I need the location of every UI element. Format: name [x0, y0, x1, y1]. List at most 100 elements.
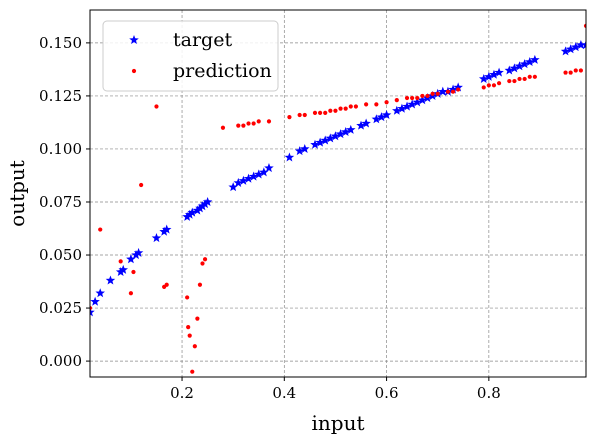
prediction-point: [318, 110, 323, 115]
prediction-point: [297, 112, 302, 118]
target-point: [161, 224, 172, 234]
target-point: [571, 42, 581, 52]
y-tick-label: 0.075: [39, 193, 82, 211]
y-tick-label: 0.125: [39, 87, 82, 105]
target-point: [200, 199, 210, 209]
prediction-point: [323, 110, 328, 115]
prediction-point: [333, 108, 338, 113]
y-tick-label: 0.150: [39, 34, 82, 52]
target-point: [448, 84, 458, 94]
prediction-point: [456, 87, 461, 92]
legend-box: [102, 20, 279, 92]
prediction-point: [139, 182, 144, 188]
target-point: [438, 86, 448, 96]
y-tick-label: 0.100: [39, 140, 82, 158]
prediction-point: [507, 78, 512, 84]
target-point: [330, 131, 341, 141]
legend-item-target: target: [129, 29, 232, 51]
target-point: [228, 182, 238, 192]
target-point: [412, 97, 423, 107]
target-point: [346, 124, 356, 134]
prediction-point: [404, 95, 410, 101]
prediction-point: [430, 91, 435, 96]
prediction-point: [256, 119, 261, 124]
prediction-point: [415, 95, 420, 101]
target-point: [509, 63, 520, 73]
target-point: [530, 54, 540, 64]
prediction-point: [197, 282, 203, 287]
target-point: [118, 264, 128, 274]
target-point: [105, 275, 116, 285]
prediction-point: [164, 282, 169, 287]
prediction-point: [450, 89, 456, 94]
target-point: [504, 65, 515, 75]
prediction-point: [364, 102, 369, 107]
target-point: [238, 175, 249, 185]
target-point: [340, 126, 351, 137]
target-point: [133, 247, 144, 257]
prediction-point: [348, 104, 353, 109]
target-point: [484, 71, 494, 81]
target-point: [519, 59, 530, 69]
target-point: [392, 105, 402, 115]
target-point: [115, 266, 126, 277]
target-point: [310, 139, 320, 149]
axis-ticks: 0.2 0.4 0.6 0.8 0.000 0.025 0.050 0.075 0.100 0.1…: [39, 34, 501, 402]
prediction-point: [445, 89, 451, 94]
prediction-point: [573, 68, 578, 73]
prediction-point: [90, 305, 93, 311]
prediction-point: [131, 269, 136, 275]
target-point: [320, 135, 330, 145]
prediction-point: [410, 95, 415, 101]
target-point: [581, 40, 586, 50]
prediction-point: [187, 333, 192, 338]
series-target: [90, 40, 586, 317]
target-point: [361, 118, 371, 128]
target-point: [284, 152, 295, 162]
prediction-point: [425, 93, 430, 99]
prediction-point: [192, 344, 197, 349]
x-tick-label: 0.6: [375, 384, 399, 402]
legend-item-prediction: prediction: [131, 60, 272, 82]
target-point: [407, 99, 417, 109]
prediction-point: [312, 110, 318, 115]
target-point: [259, 167, 269, 177]
prediction-point: [512, 78, 517, 84]
prediction-point: [266, 119, 272, 124]
target-point: [248, 171, 259, 181]
target-point: [565, 44, 576, 54]
prediction-point: [241, 123, 246, 128]
target-point: [576, 40, 586, 50]
target-point: [159, 226, 169, 236]
target-point: [233, 177, 244, 187]
prediction-point: [532, 74, 537, 79]
prediction-point: [128, 291, 134, 296]
target-point: [184, 209, 195, 219]
prediction-point: [200, 261, 205, 266]
target-point: [371, 114, 382, 124]
prediction-point: [527, 74, 532, 79]
target-point: [525, 56, 535, 67]
prediction-point: [578, 68, 583, 73]
target-point: [195, 203, 205, 213]
prediction-point: [563, 70, 568, 75]
prediction-point: [118, 259, 123, 264]
target-point: [494, 67, 504, 77]
target-point: [381, 110, 392, 120]
prediction-point: [186, 325, 191, 330]
target-point: [187, 207, 198, 217]
prediction-point: [220, 125, 226, 130]
prediction-point: [287, 115, 292, 120]
target-point: [356, 120, 366, 130]
prediction-point: [338, 106, 343, 111]
legend-marker-prediction: [131, 68, 137, 74]
x-tick-label: 0.2: [170, 384, 194, 402]
prediction-point: [496, 81, 502, 86]
y-axis-label: output: [5, 160, 29, 227]
target-point: [453, 82, 463, 92]
legend-marker-target: [129, 35, 139, 45]
y-tick-label: 0.000: [39, 352, 82, 370]
prediction-point: [353, 104, 358, 109]
prediction-point: [236, 123, 241, 128]
target-point: [151, 233, 162, 243]
